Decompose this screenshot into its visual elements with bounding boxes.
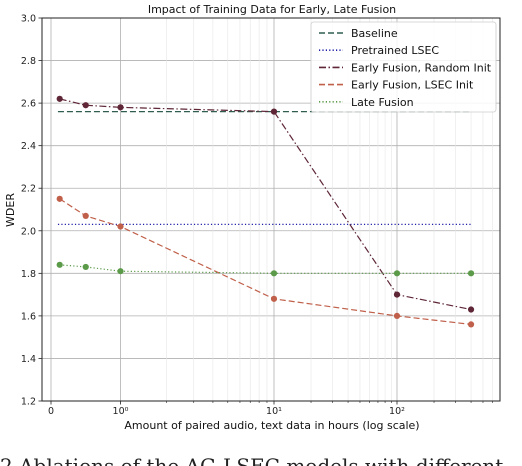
x-tick-label: 0: [48, 406, 54, 417]
data-point: [270, 295, 278, 302]
y-tick-label: 1.8: [21, 269, 36, 280]
y-tick-label: 2.8: [21, 56, 36, 67]
data-point: [467, 306, 475, 313]
y-tick-label: 1.6: [21, 311, 36, 322]
data-point: [393, 312, 401, 319]
series-line: [59, 198, 472, 325]
data-point: [117, 223, 124, 230]
legend-item: Late Fusion: [319, 96, 414, 109]
data-point: [393, 270, 401, 277]
legend-item: Early Fusion, LSEC Init: [319, 79, 474, 92]
data-point: [82, 102, 89, 109]
series-early-fusion-random-init: [56, 95, 475, 313]
data-point: [82, 212, 89, 219]
legend-label: Early Fusion, Random Init: [351, 61, 492, 74]
y-tick-label: 2.4: [21, 141, 36, 152]
y-tick-label: 2.0: [21, 226, 36, 237]
series-late-fusion: [56, 261, 475, 277]
legend-box: [310, 21, 497, 113]
data-point: [56, 195, 63, 202]
figure-caption: 2 Ablations of the AG-LSEC models with d…: [0, 454, 504, 466]
data-point: [467, 270, 475, 277]
data-point: [270, 270, 278, 277]
legend-item: Baseline: [319, 27, 398, 40]
data-point: [117, 268, 124, 275]
legend-label: Baseline: [351, 27, 398, 40]
series-early-fusion-lsec-init: [56, 195, 475, 328]
data-point: [270, 108, 278, 115]
data-point: [393, 291, 401, 298]
data-point: [467, 321, 475, 328]
y-tick-label: 2.6: [21, 99, 36, 110]
legend-label: Pretrained LSEC: [351, 44, 439, 57]
series-line: [59, 98, 472, 311]
data-point: [117, 104, 124, 111]
chart-title: Impact of Training Data for Early, Late …: [148, 3, 396, 16]
legend: Baseline Pretrained LSEC Early Fusion, Ran…: [310, 21, 497, 113]
y-axis: 1.2 1.4 1.6 1.8 2.0 2.2 2.4 2.6 2.8 3.0: [21, 14, 42, 408]
y-tick-label: 3.0: [21, 14, 36, 25]
legend-label: Late Fusion: [351, 96, 414, 109]
data-point: [56, 95, 63, 102]
data-point: [82, 263, 89, 271]
legend-item: Pretrained LSEC: [319, 44, 439, 57]
y-tick-label: 2.2: [21, 184, 36, 195]
data-point: [56, 261, 63, 268]
x-axis-label: Amount of paired audio, text data in hou…: [124, 419, 419, 432]
legend-label: Early Fusion, LSEC Init: [351, 79, 474, 92]
legend-item: Early Fusion, Random Init: [319, 61, 492, 74]
x-tick-label: 10²: [389, 406, 405, 417]
y-axis-label: WDER: [4, 193, 17, 227]
y-tick-label: 1.4: [21, 354, 36, 365]
x-tick-label: 10¹: [266, 406, 282, 417]
plot-frame: [41, 17, 501, 402]
x-tick-label: 10⁰: [113, 406, 129, 417]
x-axis: 0 10⁰ 10¹ 10²: [48, 401, 494, 417]
chart: Impact of Training Data for Early, Late …: [4, 3, 501, 432]
y-tick-label: 1.2: [21, 397, 36, 408]
